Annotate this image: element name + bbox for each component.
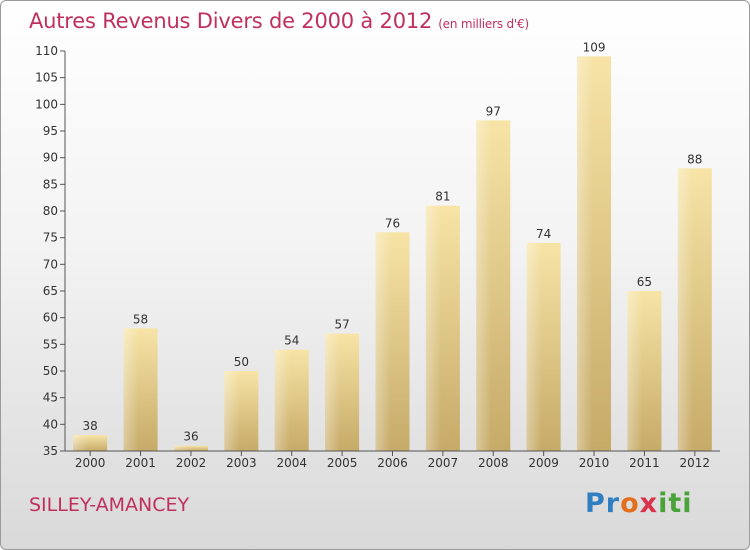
- chart-title: Autres Revenus Divers de 2000 à 2012 (en …: [29, 9, 529, 33]
- x-tick-label: 2011: [629, 456, 660, 470]
- bar-value-label: 36: [183, 430, 198, 444]
- bar-value-label: 88: [687, 152, 702, 166]
- bar-highlight: [325, 333, 341, 451]
- bar-value-label: 38: [83, 419, 98, 433]
- bar-highlight: [375, 232, 391, 451]
- proxiti-logo: Proxiti: [585, 488, 693, 519]
- bar-value-label: 50: [234, 355, 249, 369]
- y-tick-label: 80: [43, 204, 58, 218]
- y-tick-label: 100: [35, 97, 58, 111]
- bar-highlight: [73, 435, 89, 451]
- y-tick-label: 55: [43, 337, 58, 351]
- bar-value-label: 81: [435, 190, 450, 204]
- y-tick-label: 35: [43, 444, 58, 458]
- x-tick-label: 2010: [579, 456, 610, 470]
- bar-highlight: [627, 291, 643, 451]
- chart-title-text: Autres Revenus Divers de 2000 à 2012: [29, 9, 433, 33]
- y-tick-label: 75: [43, 231, 58, 245]
- bar-value-label: 76: [385, 216, 400, 230]
- bar-value-label: 57: [334, 318, 349, 332]
- x-tick-label: 2000: [75, 456, 106, 470]
- y-tick-label: 50: [43, 364, 58, 378]
- location-label: SILLEY-AMANCEY: [29, 494, 190, 516]
- y-tick-label: 95: [43, 124, 58, 138]
- x-axis: 2000 2001 2002 2003 2004 2005 2006 2007 2008 2009…: [65, 450, 720, 470]
- bar-highlight: [677, 168, 694, 452]
- bar-2002: [173, 445, 208, 451]
- bar-value-label: 97: [486, 104, 501, 118]
- y-tick-label: 65: [43, 284, 58, 298]
- x-tick-label: 2003: [226, 456, 257, 470]
- bar-highlight: [526, 243, 542, 451]
- y-tick-label: 60: [43, 311, 58, 325]
- x-tick-label: 2004: [276, 456, 307, 470]
- y-tick-label: 70: [43, 257, 58, 271]
- x-tick-label: 2001: [125, 456, 156, 470]
- bar-highlight: [476, 120, 492, 451]
- x-tick-label: 2006: [377, 456, 408, 470]
- bar-value-label: 54: [284, 334, 299, 348]
- y-tick-label: 90: [43, 151, 58, 165]
- bar-highlight: [173, 445, 190, 451]
- bar-highlight: [577, 56, 593, 451]
- bars: 38 58 36 50 54 57 76 81 97 74 109 65 88: [73, 40, 712, 452]
- y-tick-label: 105: [35, 71, 58, 85]
- bar-highlight: [274, 349, 291, 451]
- x-tick-label: 2005: [327, 456, 358, 470]
- y-tick-label: 85: [43, 177, 58, 191]
- x-tick-label: 2007: [428, 456, 459, 470]
- y-axis: 35 40 45 50 55 60 65 70 75 80 85 90 95 100 105 110: [35, 44, 66, 458]
- bar-highlight: [425, 205, 442, 451]
- y-tick-label: 45: [43, 391, 58, 405]
- y-tick-label: 110: [35, 44, 58, 58]
- y-tick-label: 40: [43, 417, 58, 431]
- bar-value-label: 65: [637, 275, 652, 289]
- x-tick-label: 2009: [528, 456, 559, 470]
- bar-highlight: [123, 328, 139, 451]
- bar-value-label: 109: [583, 40, 606, 54]
- bar-value-label: 74: [536, 227, 551, 241]
- bar-value-label: 58: [133, 312, 148, 326]
- x-tick-label: 2002: [176, 456, 207, 470]
- chart-subtitle: (en milliers d'€): [438, 17, 529, 31]
- bar-highlight: [224, 371, 240, 451]
- x-tick-label: 2012: [680, 456, 711, 470]
- x-tick-label: 2008: [478, 456, 509, 470]
